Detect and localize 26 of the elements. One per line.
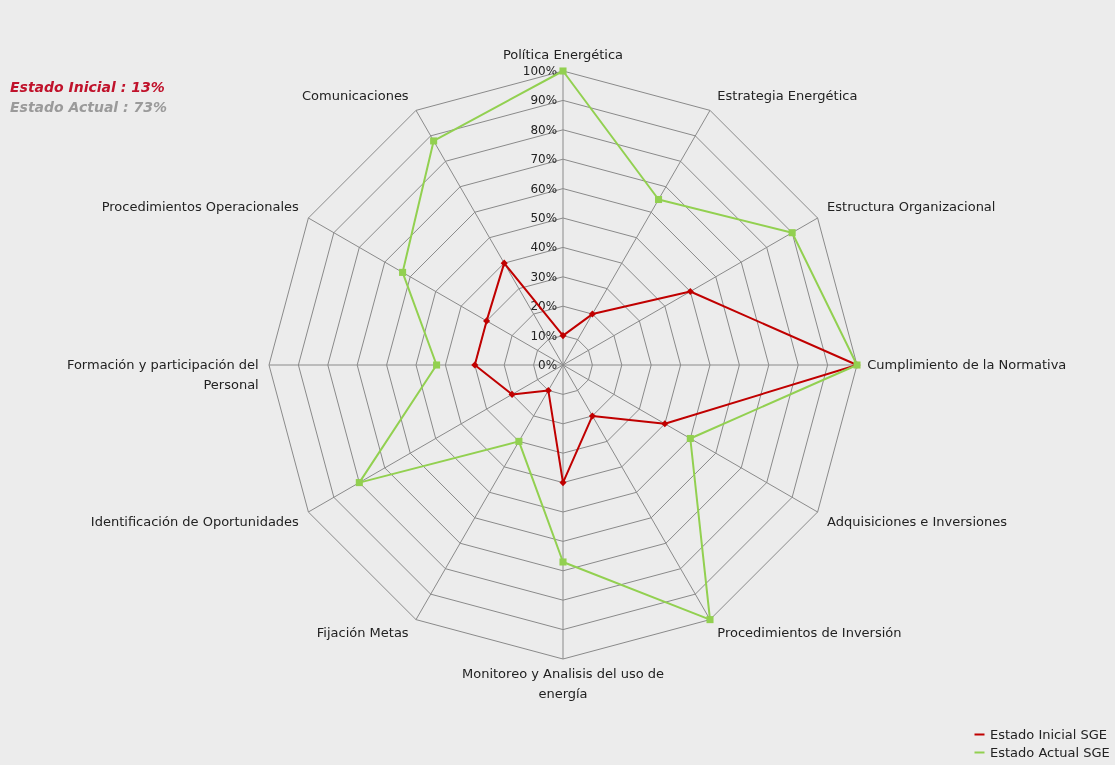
- spoke-label: Identificación de Oportunidades: [90, 514, 300, 530]
- y-tick-label: 30%: [530, 269, 558, 284]
- y-tick-label: 0%: [538, 358, 558, 372]
- y-tick-label: 60%: [530, 181, 558, 196]
- spoke-label: Estrategia Energética: [717, 87, 858, 103]
- y-tick-label: 40%: [530, 240, 558, 255]
- y-tick-label: 100%: [522, 64, 558, 78]
- spoke-label: Formación y participación del Personal: [66, 357, 259, 392]
- y-tick-label: 80%: [530, 122, 558, 137]
- legend-label: Estado Inicial SGE: [990, 726, 1108, 742]
- y-tick-label: 10%: [530, 328, 558, 343]
- spoke-label: Procedimientos Operacionales: [101, 198, 300, 214]
- y-tick-label: 90%: [530, 93, 558, 108]
- spoke-label: Comunicaciones: [302, 87, 409, 103]
- spoke-label: Cumplimiento de la Normativa: [867, 357, 1067, 372]
- legend-label: Estado Actual SGE: [990, 744, 1110, 760]
- spoke-label: Política Energética: [502, 47, 624, 63]
- y-tick-label: 70%: [530, 152, 558, 167]
- spoke-label: Adquisiciones e Inversiones: [827, 514, 1008, 530]
- y-tick-label: 50%: [530, 211, 558, 225]
- spoke-label: Procedimientos de Inversión: [717, 625, 902, 641]
- spoke-label: Estructura Organizacional: [827, 198, 996, 214]
- spoke-label: Monitoreo y Analisis del uso de energía: [462, 665, 664, 701]
- text: Estado Inicial : 13%: [10, 79, 165, 95]
- text: Estado Actual : 73%: [10, 99, 168, 115]
- spoke-label: Fijación Metas: [316, 625, 409, 641]
